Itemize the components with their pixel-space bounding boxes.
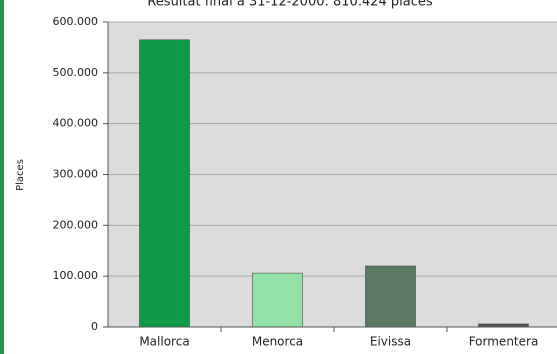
x-tick-label: Eivissa (370, 335, 411, 349)
y-tick-label: 400.000 (53, 117, 99, 130)
y-tick-label: 200.000 (53, 218, 99, 231)
x-tick-label: Formentera (469, 335, 539, 349)
y-tick-label: 0 (91, 320, 98, 333)
y-axis-label: Places (15, 159, 26, 191)
bar (365, 265, 416, 328)
y-tick-label: 600.000 (53, 15, 99, 28)
x-tick-label: Mallorca (139, 335, 189, 349)
y-tick-label: 300.000 (53, 168, 99, 181)
bar (252, 272, 303, 328)
bar (139, 39, 190, 328)
x-tick-label: Menorca (252, 335, 303, 349)
y-tick-label: 100.000 (53, 269, 99, 282)
chart-title: Resultat final a 31-12-2000: 810.424 pla… (147, 0, 433, 10)
left-border (0, 0, 4, 354)
y-tick-label: 500.000 (53, 66, 99, 79)
